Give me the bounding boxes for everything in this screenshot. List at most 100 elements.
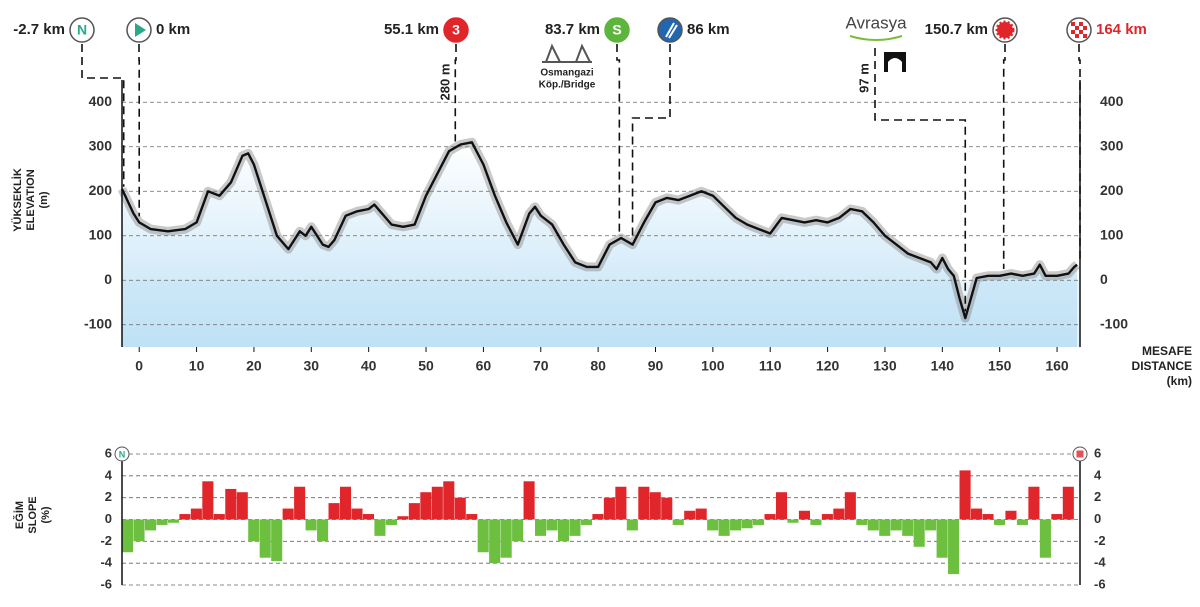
- slope-bar: [730, 519, 742, 531]
- slope-bar: [133, 519, 145, 542]
- slope-bar: [626, 519, 638, 531]
- y-tick-label: 100: [89, 226, 113, 242]
- x-axis-label: (km): [1167, 374, 1192, 388]
- slope-bar: [179, 514, 191, 520]
- slope-bar: [787, 519, 799, 523]
- marker-icon: 3: [443, 17, 469, 43]
- marker-label: 0 km: [156, 21, 190, 38]
- slope-bar: [867, 519, 879, 531]
- slope-bar: [1039, 519, 1051, 558]
- tunnel-line: [874, 48, 967, 312]
- icon-gear: [995, 20, 1015, 40]
- marker-line: [616, 44, 621, 233]
- marker-icon: N: [69, 17, 95, 43]
- x-tick-label: 30: [304, 358, 320, 374]
- marker-line: [1078, 44, 1081, 259]
- x-tick-label: 90: [648, 358, 664, 374]
- x-tick-label: 20: [246, 358, 262, 374]
- y-tick-label-right: -6: [1094, 576, 1106, 591]
- icon-slash: [665, 22, 678, 39]
- marker-line: [454, 44, 457, 142]
- x-tick-label: 130: [873, 358, 897, 374]
- x-tick-label: 120: [816, 358, 840, 374]
- y-tick-label: 2: [105, 489, 112, 504]
- slope-bar: [454, 497, 466, 520]
- slope-bar: [294, 486, 306, 520]
- x-tick-label: 80: [590, 358, 606, 374]
- marker-line: [631, 44, 671, 239]
- y-tick-label: 0: [105, 511, 112, 526]
- marker-icon: [657, 17, 683, 43]
- slope-bar: [741, 519, 753, 529]
- marker-label: 86 km: [687, 21, 730, 38]
- slope-bar: [512, 519, 524, 542]
- y-tick-label-right: 200: [1100, 182, 1124, 198]
- slope-bar: [913, 519, 925, 547]
- bridge-label: Osmangazi: [540, 68, 594, 79]
- y-tick-label-right: 6: [1094, 445, 1101, 460]
- slope-start-text: N: [119, 449, 126, 459]
- marker-icon: [126, 17, 152, 43]
- slope-bar: [775, 492, 788, 520]
- slope-bar: [202, 481, 214, 520]
- x-tick-label: 160: [1045, 358, 1069, 374]
- slope-bar: [764, 514, 776, 520]
- slope-bar: [1005, 510, 1017, 520]
- marker-label: -2.7 km: [13, 21, 65, 38]
- icon-text: N: [77, 22, 87, 38]
- slope-start-badge: [114, 446, 130, 462]
- icon-check: [1083, 34, 1087, 38]
- slope-bar: [615, 486, 627, 520]
- slope-bar: [236, 492, 248, 520]
- y-tick-label: -4: [100, 555, 112, 570]
- slope-bar: [798, 510, 810, 520]
- x-axis-label: MESAFE: [1142, 344, 1192, 358]
- slope-bar: [1028, 486, 1040, 520]
- slope-bar: [649, 492, 661, 520]
- slope-bar: [351, 508, 363, 520]
- slope-bar: [523, 481, 535, 520]
- tunnel-arch: [888, 58, 902, 72]
- y-tick-label-right: -4: [1094, 555, 1106, 570]
- x-tick-label: 100: [701, 358, 725, 374]
- slope-bar: [844, 492, 856, 520]
- marker-icon: [1066, 17, 1092, 43]
- slope-bar: [1062, 486, 1074, 520]
- slope-bar: [339, 486, 352, 520]
- slope-bar: [144, 519, 157, 531]
- marker-icon: S: [604, 17, 630, 43]
- icon-check: [1075, 26, 1079, 30]
- y-tick-label: 200: [89, 182, 113, 198]
- icon-check: [1079, 22, 1083, 26]
- x-tick-label: 40: [361, 358, 377, 374]
- below-sea: [122, 280, 1080, 347]
- x-tick-label: 0: [135, 358, 143, 374]
- icon-check: [1079, 30, 1083, 34]
- y-tick-label: 6: [105, 445, 112, 460]
- slope-finish-check: [1076, 450, 1084, 458]
- slope-bar: [374, 519, 386, 536]
- y-tick-label-right: 4: [1094, 467, 1102, 482]
- slope-bar: [225, 488, 237, 520]
- x-tick-label: 70: [533, 358, 549, 374]
- slope-bar: [1051, 514, 1063, 520]
- slope-bar: [856, 519, 868, 525]
- slope-bar: [397, 516, 409, 520]
- slope-bar: [466, 514, 478, 520]
- x-tick-label: 60: [476, 358, 492, 374]
- slope-bar: [936, 519, 948, 558]
- y-tick-label-right: 0: [1094, 511, 1101, 526]
- slope-bar: [546, 519, 558, 531]
- slope-bar: [638, 486, 650, 520]
- x-tick-label: 50: [418, 358, 434, 374]
- slope-bar: [580, 519, 592, 525]
- slope-bar: [328, 503, 340, 520]
- y-tick-label-right: 2: [1094, 489, 1101, 504]
- slope-bar: [431, 486, 443, 520]
- slope-bar: [500, 519, 512, 558]
- slope-bar: [248, 519, 260, 542]
- icon-circle: [443, 17, 469, 43]
- marker-label: 164 km: [1096, 21, 1147, 38]
- slope-bar: [810, 519, 822, 525]
- slope-bar: [993, 519, 1006, 525]
